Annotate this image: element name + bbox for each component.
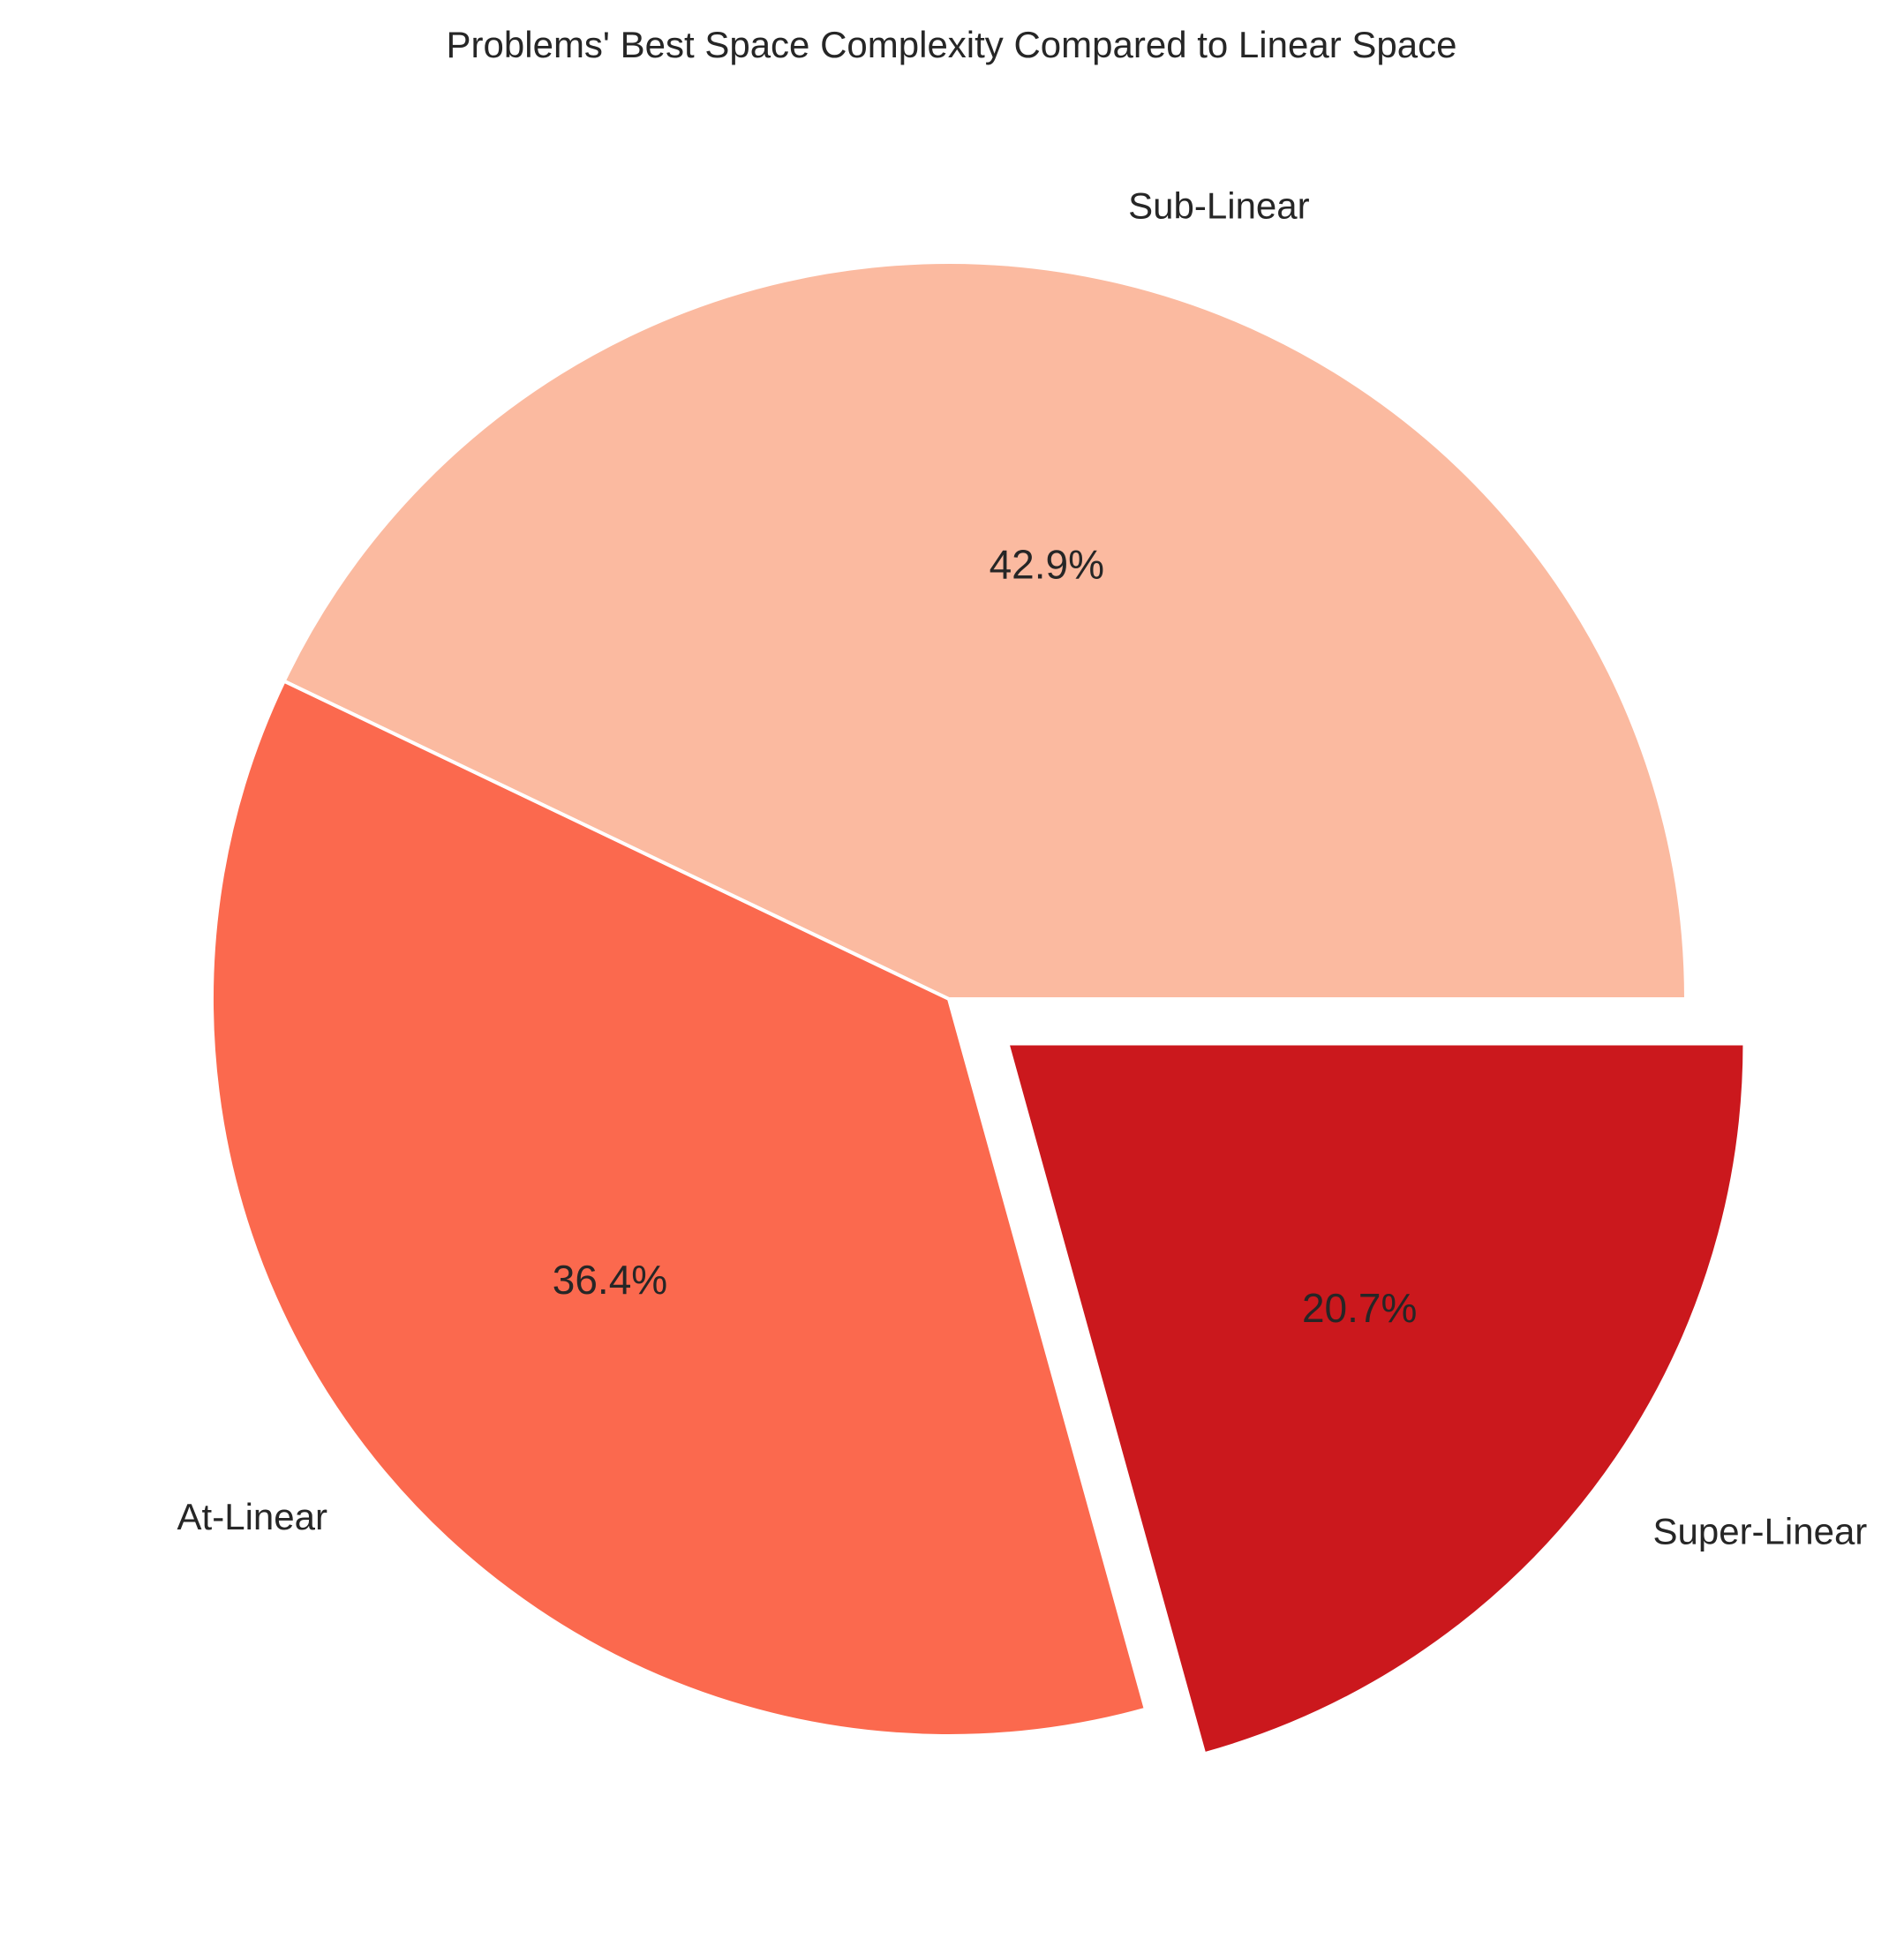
slice-percent-at-linear: 36.4% [553, 1257, 667, 1303]
slice-label-super-linear: Super-Linear [1652, 1511, 1867, 1552]
slice-percent-sub-linear: 42.9% [990, 542, 1104, 588]
slice-percent-super-linear: 20.7% [1302, 1285, 1417, 1331]
chart-title: Problems' Best Space Complexity Compared… [447, 24, 1457, 65]
slice-label-at-linear: At-Linear [177, 1496, 327, 1537]
pie-slice-sub-linear [282, 260, 1688, 1001]
slice-label-sub-linear: Sub-Linear [1128, 184, 1309, 226]
pie-labels: Sub-Linear 42.9% At-Linear 36.4% Super-Linea… [177, 184, 1868, 1552]
pie-slice-super-linear [1005, 1041, 1747, 1756]
pie-slice-at-linear [210, 679, 1148, 1738]
pie-slices [210, 260, 1747, 1756]
